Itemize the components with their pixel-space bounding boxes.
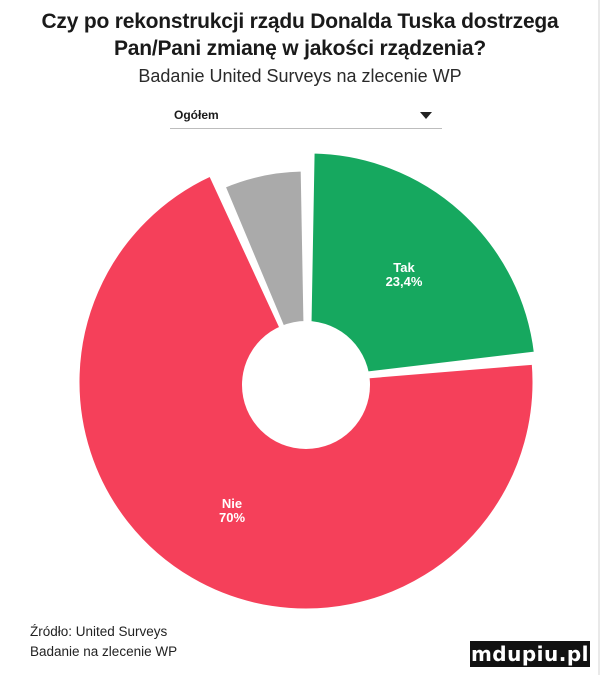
- group-dropdown[interactable]: Ogółem: [170, 104, 442, 129]
- slice-value-tak: 23,4%: [386, 274, 423, 289]
- pie-slice-tak: [307, 150, 538, 382]
- chevron-down-icon: [420, 112, 432, 119]
- chart-title: Czy po rekonstrukcji rządu Donalda Tuska…: [41, 10, 559, 60]
- slice-label-nie: Nie: [222, 496, 242, 511]
- donut-hole: [242, 321, 370, 449]
- slice-label-tak: Tak: [393, 260, 415, 275]
- chart-subtitle: Badanie United Surveys na zlecenie WP: [138, 66, 462, 86]
- source-line-2: Badanie na zlecenie WP: [30, 644, 178, 659]
- source-note: Źródło: United Surveys Badanie na zlecen…: [30, 622, 177, 662]
- page-edge-rule: [598, 0, 600, 675]
- watermark-logo: mdupiu.pl: [470, 641, 590, 667]
- slice-value-nie: 70%: [219, 510, 245, 525]
- source-line-1: Źródło: United Surveys: [30, 624, 168, 639]
- group-dropdown-label: Ogółem: [174, 108, 219, 122]
